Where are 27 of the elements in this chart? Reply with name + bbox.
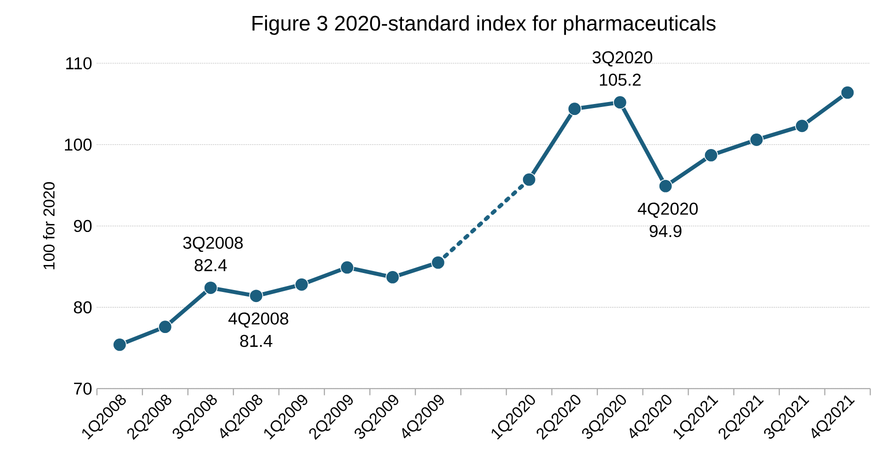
point <box>840 86 855 100</box>
point <box>340 260 354 275</box>
point <box>522 172 536 187</box>
y-tick-label: 110 <box>66 57 92 70</box>
y-tick-label: 90 <box>74 220 92 232</box>
y-axis-title: 100 for 2020 <box>43 182 55 270</box>
point <box>658 179 673 194</box>
y-tick-label: 70 <box>74 382 92 395</box>
annotation: 4Q2020 94.9 <box>638 202 698 238</box>
point <box>158 320 172 334</box>
point <box>613 96 628 110</box>
point <box>386 270 400 284</box>
y-tick-label: 100 <box>64 138 92 151</box>
point <box>568 102 582 116</box>
chart-title: Figure 3 2020-standard index for pharmaceuticals <box>252 15 716 36</box>
point <box>204 280 218 295</box>
annotation: 4Q2008 81.4 <box>228 312 288 348</box>
annotation: 3Q2008 82.4 <box>183 236 243 272</box>
y-tick-label: 80 <box>74 301 92 314</box>
point <box>249 289 264 304</box>
annotation: 3Q2020 105.2 <box>592 51 652 86</box>
point <box>431 256 446 270</box>
point <box>795 119 810 134</box>
point <box>294 278 309 292</box>
point <box>750 132 764 147</box>
point <box>112 338 127 352</box>
point <box>704 148 718 162</box>
